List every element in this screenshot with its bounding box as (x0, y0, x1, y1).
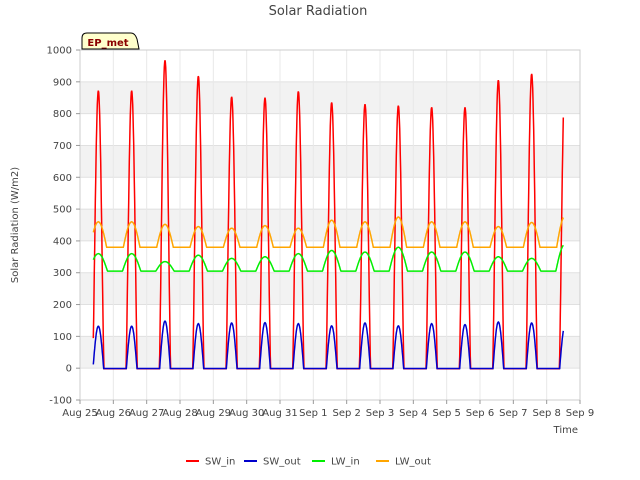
y-axis-label: Solar Radiation (W/m2) (10, 167, 21, 283)
legend-label: SW_out (263, 457, 301, 468)
x-tick-label: Sep 3 (366, 408, 394, 419)
y-tick-label: 300 (53, 268, 72, 279)
y-tick-label: 600 (53, 173, 72, 184)
legend-item-sw-in: SW_in (186, 457, 235, 468)
series-line-lw-in (92, 244, 564, 272)
x-tick-label: Sep 1 (299, 408, 327, 419)
y-axis: -100 0 100 200 300 400 500 600 700 800 900 1000 (47, 46, 80, 407)
legend: SW_in SW_out LW_in LW_out (186, 457, 431, 468)
station-badge: EP_met (81, 32, 140, 50)
plot-band (80, 240, 580, 273)
plot-band (80, 50, 580, 82)
y-tick-label: 400 (53, 236, 72, 247)
y-tick-label: 700 (53, 141, 72, 152)
y-tick-label: 100 (53, 332, 72, 343)
x-tick-label: Sep 5 (432, 408, 460, 419)
x-tick-label: Sep 7 (499, 408, 527, 419)
x-tick-label: Sep 2 (332, 408, 360, 419)
badge-shape (81, 32, 140, 50)
legend-item-sw-out: SW_out (244, 457, 301, 468)
x-tick-label: Aug 26 (96, 408, 131, 419)
y-tick-label: 0 (66, 364, 72, 375)
y-tick-label: 1000 (47, 46, 72, 57)
y-tick-label: 500 (53, 205, 72, 216)
legend-label: LW_out (395, 457, 431, 468)
x-tick-label: Sep 8 (532, 408, 560, 419)
x-tick-label: Aug 25 (62, 408, 97, 419)
x-tick-label: Aug 29 (196, 408, 231, 419)
x-tick-label: Aug 27 (129, 408, 164, 419)
plot-band (80, 209, 580, 241)
plot-band (80, 368, 580, 400)
series-layer (92, 60, 565, 370)
y-tick-label: -100 (49, 396, 72, 407)
legend-label: SW_in (205, 457, 235, 468)
x-tick-label: Aug 28 (162, 408, 197, 419)
y-tick-label: 900 (53, 77, 72, 88)
plot-band (80, 336, 580, 369)
chart-title: Solar Radiation (269, 4, 368, 19)
x-tick-label: Aug 30 (229, 408, 264, 419)
plot-band (80, 177, 580, 210)
badge-text: EP_met (87, 38, 128, 49)
x-tick-label: Sep 4 (399, 408, 427, 419)
y-tick-label: 200 (53, 300, 72, 311)
series-line-lw-out (92, 216, 564, 249)
plot-band (80, 272, 580, 305)
x-tick-label: Sep 9 (566, 408, 594, 419)
legend-item-lw-in: LW_in (312, 457, 360, 468)
legend-label: LW_in (331, 457, 360, 468)
plot-frame (79, 49, 581, 401)
y-tick-label: 800 (53, 109, 72, 120)
plot-area (80, 50, 580, 400)
x-tick-label: Aug 31 (262, 408, 297, 419)
plot-band (80, 81, 580, 114)
legend-item-lw-out: LW_out (376, 457, 431, 468)
x-axis-label: Time (553, 425, 578, 436)
x-tick-label: Sep 6 (466, 408, 494, 419)
series-line-sw-out (92, 320, 565, 370)
